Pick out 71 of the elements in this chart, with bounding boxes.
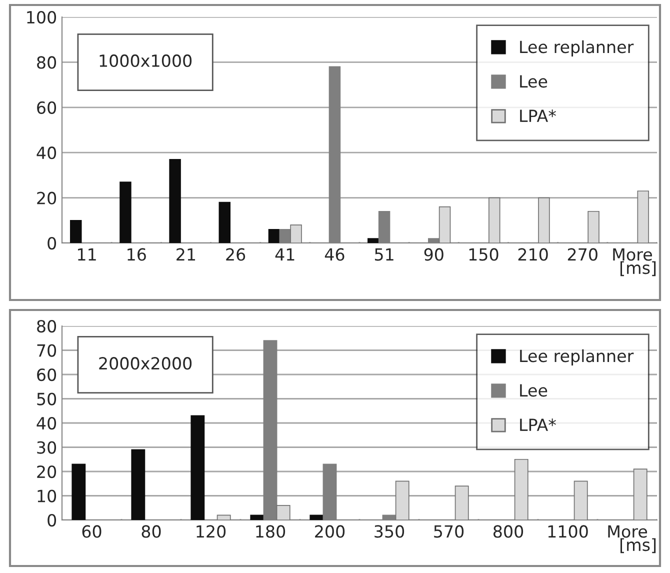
bar <box>72 464 86 520</box>
y-tick-label: 80 <box>37 56 56 69</box>
legend-label: Lee replanner <box>520 349 634 366</box>
bar <box>395 480 410 520</box>
x-tick-label: 80 <box>142 525 161 538</box>
y-tick-label: 10 <box>38 490 56 502</box>
legend-label: Lee <box>520 75 548 88</box>
bar <box>250 514 264 520</box>
x-tick-label: 21 <box>176 248 196 261</box>
x-tick-label: 350 <box>374 525 404 538</box>
bar <box>216 514 231 520</box>
x-tick-label: 11 <box>78 248 96 261</box>
x-tick-label: 120 <box>196 525 226 538</box>
x-tick-label: More <box>613 248 652 261</box>
y-tick-label: 50 <box>37 392 56 406</box>
x-tick-label: 51 <box>374 248 394 261</box>
legend-label: Lee replanner <box>520 40 634 56</box>
bar <box>438 206 451 243</box>
bar <box>588 210 600 243</box>
x-tick-label: 150 <box>469 248 498 261</box>
annotation: 1000x1000 <box>100 54 192 68</box>
x-tick-label: 1100 <box>548 525 588 538</box>
y-tick-label: 0 <box>48 236 56 250</box>
x-tick-label: More <box>608 525 648 538</box>
y-tick-label: 70 <box>37 344 56 357</box>
bar <box>190 415 205 520</box>
y-tick-label: 60 <box>37 368 56 382</box>
x-tick-label: 210 <box>518 248 548 261</box>
bar <box>268 229 280 243</box>
x-tick-label: 270 <box>568 248 598 261</box>
x-tick-label: 180 <box>256 525 286 538</box>
y-tick-label: 0 <box>48 514 56 527</box>
x-tick-label: 41 <box>275 248 294 261</box>
x-tick-label: 570 <box>434 525 464 538</box>
x-tick-label: 200 <box>315 525 345 538</box>
x-axis-title: [ms] <box>620 538 656 554</box>
bar <box>488 197 500 243</box>
bar <box>637 190 649 243</box>
bar <box>218 202 231 243</box>
y-tick-label: 60 <box>37 101 56 114</box>
y-tick-label: 80 <box>37 320 56 333</box>
legend-label: LPA* <box>520 418 556 431</box>
y-tick-label: 30 <box>37 441 56 454</box>
bar <box>70 220 82 243</box>
annotation: 2000x2000 <box>99 357 192 370</box>
bar <box>131 449 146 520</box>
bar <box>290 224 302 243</box>
y-tick-label: 100 <box>27 10 56 24</box>
x-tick-label: 16 <box>128 248 146 261</box>
bar <box>169 158 181 243</box>
bar <box>514 458 528 520</box>
bar <box>120 182 132 243</box>
x-tick-label: 800 <box>493 525 524 538</box>
x-axis-title: [ms] <box>620 261 656 276</box>
bar <box>276 505 290 520</box>
bar <box>454 486 469 520</box>
bar <box>368 238 380 243</box>
x-tick-label: 46 <box>324 248 344 261</box>
x-tick-label: 26 <box>226 248 246 261</box>
legend-label: Lee <box>520 384 548 397</box>
x-tick-label: 90 <box>424 248 444 261</box>
bar <box>538 197 550 243</box>
bar <box>310 514 324 520</box>
y-tick-label: 20 <box>37 465 56 478</box>
y-tick-label: 20 <box>37 192 56 204</box>
y-tick-label: 40 <box>36 416 56 430</box>
y-tick-label: 40 <box>36 146 56 160</box>
bar <box>574 480 588 520</box>
x-tick-label: 60 <box>82 525 102 538</box>
legend-label: LPA* <box>520 110 556 122</box>
bar <box>633 468 648 520</box>
